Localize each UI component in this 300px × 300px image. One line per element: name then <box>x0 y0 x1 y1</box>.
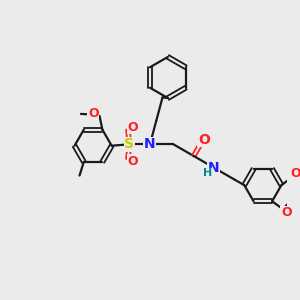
Text: O: O <box>198 133 210 146</box>
Text: S: S <box>124 137 134 151</box>
Text: H: H <box>203 168 212 178</box>
Text: O: O <box>281 206 292 219</box>
Text: O: O <box>128 121 138 134</box>
Text: O: O <box>88 107 99 120</box>
Text: N: N <box>208 161 220 175</box>
Text: O: O <box>128 155 138 168</box>
Text: N: N <box>144 137 156 151</box>
Text: O: O <box>290 167 300 180</box>
